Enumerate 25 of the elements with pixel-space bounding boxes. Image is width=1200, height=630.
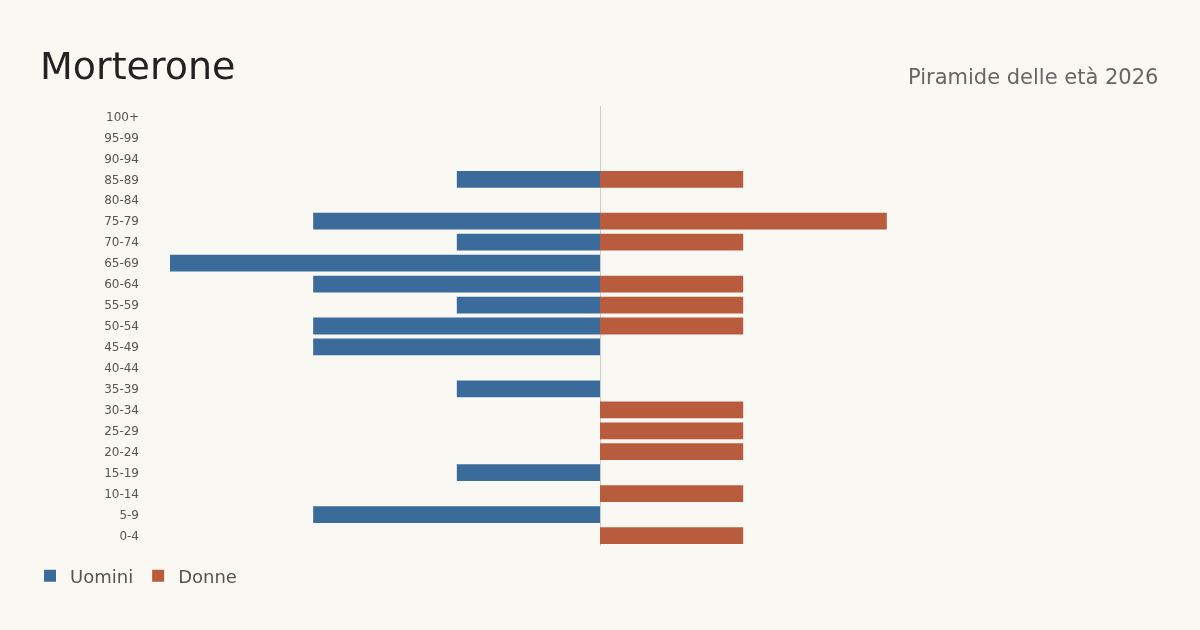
y-tick-label: 50-54 — [104, 319, 139, 334]
chart-title: Morterone — [40, 44, 236, 89]
y-tick-label: 80-84 — [104, 193, 139, 208]
y-tick-label: 35-39 — [104, 382, 139, 397]
y-tick-label: 65-69 — [104, 256, 139, 271]
y-tick-label: 5-9 — [119, 507, 139, 522]
legend-label: Donne — [178, 565, 237, 587]
y-tick-label: 20-24 — [104, 444, 139, 459]
y-tick-label: 100+ — [106, 109, 139, 124]
y-tick-label: 85-89 — [104, 172, 139, 187]
y-tick-label: 60-64 — [104, 277, 139, 292]
y-tick-label: 10-14 — [104, 486, 139, 501]
y-tick-label: 95-99 — [104, 130, 139, 145]
y-tick-label: 45-49 — [104, 340, 139, 355]
y-tick-label: 75-79 — [104, 214, 139, 229]
y-tick-label: 25-29 — [104, 423, 139, 438]
y-tick-label: 0-4 — [119, 528, 139, 543]
y-tick-label: 40-44 — [104, 361, 139, 376]
y-tick-label: 70-74 — [104, 235, 139, 250]
text: Piramide delle età 2026 — [908, 65, 1159, 89]
y-tick-label: 30-34 — [104, 403, 139, 418]
y-tick-label: 90-94 — [104, 151, 139, 166]
y-tick-label: 55-59 — [104, 298, 139, 313]
legend-label: Uomini — [70, 565, 134, 587]
y-tick-label: 15-19 — [104, 465, 139, 480]
